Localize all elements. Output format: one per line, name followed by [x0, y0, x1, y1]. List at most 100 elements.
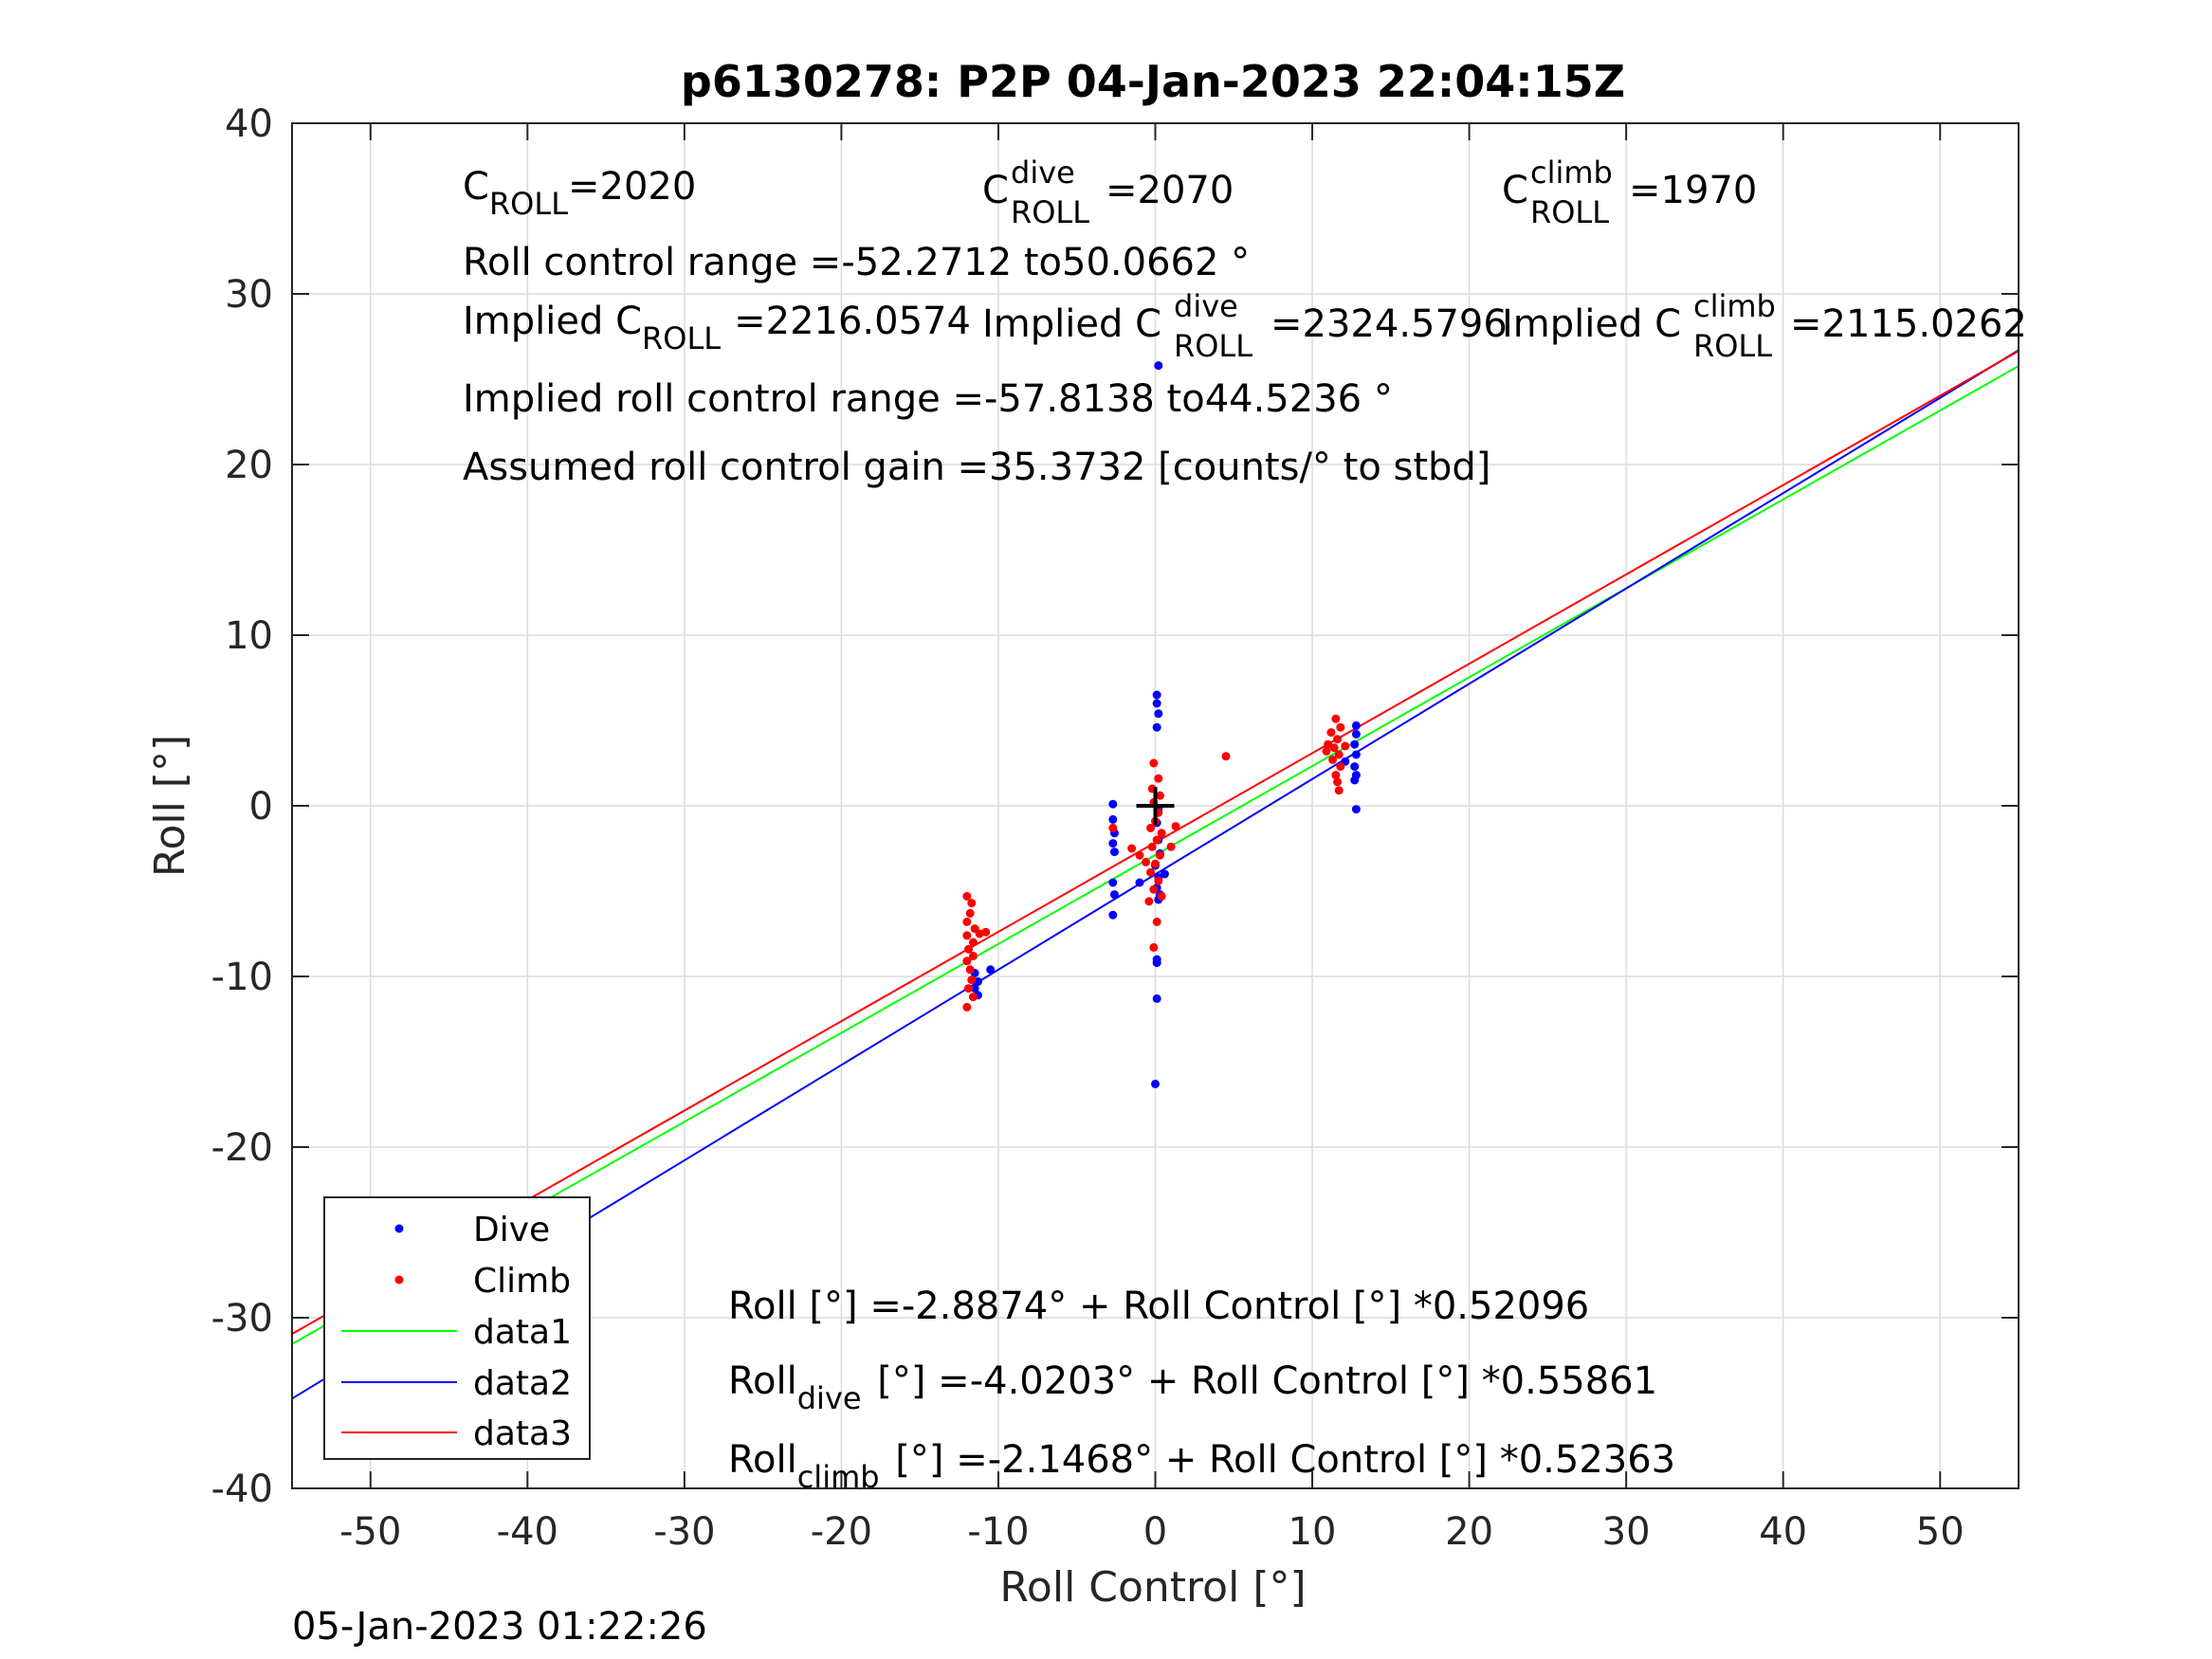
climb-point — [1127, 844, 1137, 853]
c-roll-climb-base: C — [1502, 169, 1528, 212]
climb-point — [964, 944, 974, 954]
axis-ticks — [292, 122, 2019, 1489]
c-roll-climb-annotation: C climb ROLL =1970 — [1502, 155, 1757, 230]
legend-climb-label: Climb — [473, 1262, 571, 1301]
x-tick-label: 30 — [1602, 1510, 1651, 1554]
dive-point — [1351, 750, 1361, 759]
climb-point — [1166, 842, 1176, 851]
climb-point — [1341, 741, 1350, 751]
dive-point — [1350, 739, 1360, 749]
dive-point — [1351, 720, 1361, 730]
climb-point — [1333, 777, 1343, 787]
fit-all-annotation: Roll [°] =-2.8874° + Roll Control [°] *0… — [728, 1285, 1589, 1328]
climb-point — [1334, 750, 1344, 759]
c-roll-climb-value: =1970 — [1629, 169, 1757, 212]
fit-dive-annotation: Rolldive [°] =-4.0203° + Roll Control [°… — [728, 1359, 1657, 1416]
dive-point — [1151, 1079, 1160, 1088]
implied-c-roll-climb-prefix: Implied C — [1502, 302, 1681, 346]
implied-c-roll-dive-sub: ROLL — [1174, 328, 1252, 364]
legend: Dive Climb data1 data2 data3 — [323, 1196, 591, 1460]
dive-point — [1152, 690, 1161, 700]
climb-point — [967, 899, 977, 908]
fit-climb-annotation: Rollclimb [°] =-2.1468° + Roll Control [… — [728, 1438, 1675, 1495]
y-tick-label: -20 — [211, 1126, 273, 1170]
dive-point — [1152, 994, 1161, 1003]
climb-point — [1171, 822, 1180, 831]
climb-point — [1151, 859, 1160, 868]
x-tick-label: 0 — [1143, 1510, 1167, 1554]
climb-point — [968, 951, 978, 960]
c-roll-dive-sup: dive — [1011, 155, 1075, 191]
dive-point — [1154, 709, 1163, 719]
fit-line-data1 — [291, 365, 2020, 1345]
climb-point — [962, 917, 972, 926]
y-tick-labels: -40 -30 -20 -10 0 10 20 30 40 — [211, 102, 273, 1511]
climb-point — [1155, 850, 1164, 860]
y-tick-label: 0 — [249, 785, 273, 829]
climb-point — [968, 993, 978, 1002]
center-plus-marker — [1136, 787, 1175, 825]
x-axis-label: Roll Control [°] — [999, 1563, 1306, 1612]
dive-point — [1351, 729, 1361, 738]
dive-point — [1152, 699, 1161, 708]
dive-point — [1108, 799, 1118, 809]
x-tick-label: -20 — [811, 1510, 872, 1554]
x-tick-label: -40 — [497, 1510, 558, 1554]
dive-point — [1152, 958, 1161, 968]
climb-point — [1328, 755, 1338, 764]
climb-point — [1336, 722, 1345, 732]
climb-point — [1149, 884, 1159, 894]
climb-point — [967, 975, 977, 985]
climb-point — [962, 1002, 972, 1012]
climb-point — [1326, 728, 1336, 738]
implied-c-roll-dive-annotation: Implied C dive ROLL =2324.5796 — [982, 288, 1508, 364]
implied-c-roll-climb-value: =2115.0262 — [1790, 302, 2027, 346]
roll-control-range-annotation: Roll control range =-52.2712 to50.0662 ° — [463, 241, 1250, 284]
dive-point — [1108, 878, 1118, 887]
climb-point — [1155, 791, 1164, 800]
climb-point — [981, 927, 991, 937]
dive-point — [1350, 762, 1360, 772]
dive-point — [1108, 814, 1118, 824]
climb-point — [1146, 823, 1156, 832]
dive-point — [1108, 910, 1118, 920]
implied-c-roll-annotation: Implied CROLL =2216.0574 — [463, 300, 971, 356]
y-tick-label: 10 — [225, 614, 273, 658]
x-tick-label: 20 — [1445, 1510, 1493, 1554]
legend-dive-marker — [394, 1224, 404, 1233]
climb-point — [1144, 897, 1154, 906]
climb-point — [1154, 774, 1163, 783]
x-tick-label: -30 — [653, 1510, 715, 1554]
c-roll-climb-sub: ROLL — [1530, 194, 1609, 230]
climb-point — [965, 908, 975, 918]
climb-point — [1334, 786, 1344, 795]
data-points — [962, 361, 1361, 1088]
legend-data3-label: data3 — [473, 1414, 572, 1453]
climb-point — [965, 965, 975, 975]
dive-point — [1152, 722, 1161, 732]
climb-point — [1221, 752, 1231, 761]
climb-point — [1157, 891, 1166, 901]
c-roll-dive-value: =2070 — [1106, 169, 1234, 212]
climb-point — [968, 938, 978, 947]
legend-data1-label: data1 — [473, 1313, 572, 1352]
climb-point — [1152, 835, 1161, 845]
c-roll-dive-sub: ROLL — [1011, 194, 1089, 230]
climb-point — [1331, 714, 1341, 723]
climb-point — [1108, 823, 1118, 832]
climb-point — [1149, 758, 1159, 768]
x-tick-label: 40 — [1759, 1510, 1807, 1554]
climb-point — [1157, 829, 1166, 838]
implied-c-roll-dive-prefix: Implied C — [982, 302, 1161, 346]
dive-point — [1108, 839, 1118, 848]
implied-c-roll-dive-sup: dive — [1174, 288, 1238, 324]
legend-dive-label: Dive — [473, 1211, 550, 1249]
dive-point — [1350, 775, 1360, 785]
climb-point — [1324, 739, 1333, 749]
climb-point — [1154, 876, 1163, 885]
footer-timestamp: 05-Jan-2023 01:22:26 — [292, 1605, 707, 1649]
y-axis-label: Roll [°] — [146, 735, 194, 877]
climb-point — [1135, 850, 1144, 860]
c-roll-dive-base: C — [982, 169, 1009, 212]
dive-point — [986, 965, 996, 975]
